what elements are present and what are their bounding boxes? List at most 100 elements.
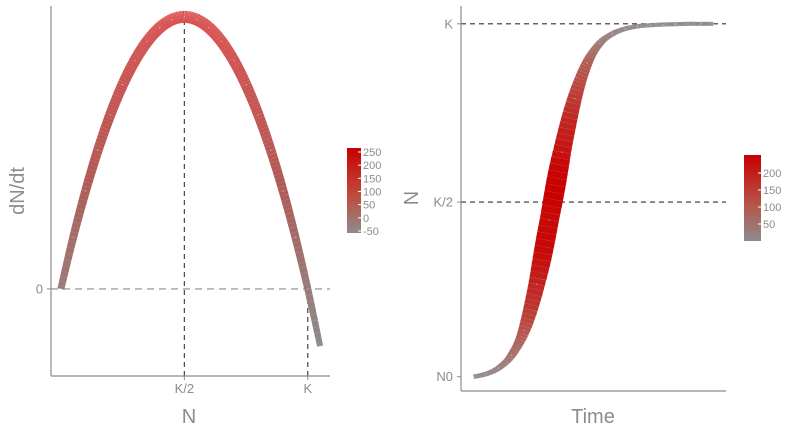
curve-segment [75, 207, 85, 215]
curve-segment [297, 261, 307, 269]
curve-segment [271, 164, 282, 172]
curve-segment [304, 288, 313, 296]
data-point [561, 151, 563, 153]
data-point [257, 114, 260, 116]
curve-segment [300, 272, 309, 279]
curve-segment [74, 212, 84, 220]
data-point [158, 26, 161, 29]
curve-segment [517, 328, 530, 336]
curve-segment [502, 359, 509, 366]
curve-segment [157, 21, 166, 32]
curve-segment [554, 138, 574, 148]
curve-segment [137, 43, 149, 52]
curve-segment [520, 316, 535, 325]
curve-segment [314, 332, 322, 339]
curve-segment [216, 37, 228, 47]
curve-segment [83, 176, 94, 184]
curve-segment [263, 141, 275, 148]
data-point [220, 40, 223, 43]
curve-segment [256, 119, 267, 127]
curve-segment [221, 45, 233, 54]
curve-segment [238, 77, 250, 85]
data-point [586, 62, 588, 64]
curve-segment [538, 218, 559, 229]
curve-segment [558, 121, 577, 131]
curve-segment [259, 130, 271, 138]
curve-segment [105, 109, 117, 117]
legend-label: 0 [363, 213, 369, 225]
data-point [699, 23, 702, 25]
curve-segment [588, 49, 598, 56]
curve-segment [307, 300, 316, 309]
curve-segment [301, 277, 311, 285]
curve-segment [505, 354, 514, 362]
curve-segment [215, 36, 226, 45]
curve-segment [120, 74, 132, 82]
curve-segment [585, 53, 596, 61]
curve-segment [122, 69, 134, 77]
curve-segment [213, 33, 224, 42]
growth-rate-curve [57, 10, 324, 347]
curve-segment [247, 97, 259, 105]
curve-segment [168, 14, 175, 26]
curve-segment [198, 17, 207, 29]
curve-segment [523, 303, 539, 312]
curve-segment [503, 357, 511, 364]
curve-segment [123, 67, 135, 75]
curve-segment [264, 144, 276, 152]
curve-segment [533, 244, 554, 256]
legend-label: 150 [763, 185, 781, 197]
curve-segment [542, 197, 563, 209]
curve-segment [528, 276, 547, 286]
curve-segment [147, 30, 158, 40]
curve-segment [303, 282, 312, 290]
legend-label: 100 [763, 202, 781, 214]
curve-segment [545, 176, 567, 188]
curve-segment [522, 307, 538, 317]
data-point [208, 26, 210, 29]
data-point [84, 190, 87, 192]
curve-segment [511, 345, 521, 352]
color-legend: 200 150 100 50 [744, 155, 781, 241]
curve-segment [294, 246, 303, 254]
curve-segment [537, 224, 558, 236]
curve-segment [573, 76, 587, 85]
curve-segment [57, 285, 66, 290]
curve-segment [283, 207, 294, 215]
data-point [674, 23, 677, 25]
curve-segment [207, 25, 217, 36]
curve-segment [130, 55, 142, 64]
curve-segment [107, 103, 119, 111]
curve-segment [133, 49, 145, 58]
curve-segment [490, 369, 494, 375]
curve-segment [151, 25, 162, 36]
tick-labels: K/2 K 0 [36, 281, 313, 396]
curve-segment [99, 126, 110, 134]
y-axis-title: dN/dt [7, 167, 29, 215]
curve-segment [521, 312, 536, 321]
curve-segment [118, 77, 130, 85]
curve-segment [506, 353, 515, 360]
data-point [472, 375, 475, 378]
data-point [485, 373, 488, 375]
curve-segment [541, 204, 562, 215]
curve-segment [491, 368, 495, 374]
curve-segment [600, 37, 606, 44]
curve-segment [287, 221, 297, 229]
curve-segment [110, 97, 122, 105]
data-point [121, 84, 124, 86]
curve-segment [230, 59, 242, 68]
curve-segment [609, 31, 614, 37]
curve-segment [543, 190, 565, 202]
data-point [535, 283, 538, 285]
curve-segment [71, 221, 81, 229]
curve-segment [275, 176, 285, 184]
curve-segment [513, 340, 524, 348]
data-point [624, 28, 626, 30]
curve-segment [550, 156, 571, 167]
curve-segment [109, 100, 121, 108]
curve-segment [544, 183, 566, 195]
curve-segment [310, 313, 318, 322]
panel-population: N0 K/2 K Time N 200 150 100 50 [401, 6, 781, 428]
